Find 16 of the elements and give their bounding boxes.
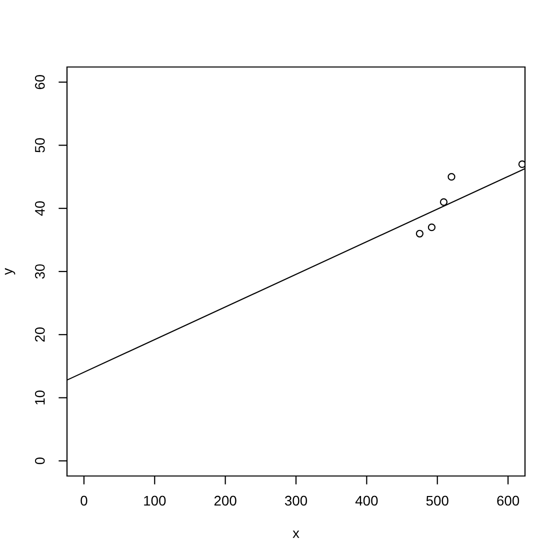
y-tick-label: 0 [34, 458, 45, 464]
y-tick-label: 30 [34, 264, 45, 279]
x-tick-label: 400 [355, 496, 378, 506]
x-axis-title: x [292, 530, 300, 538]
x-tick-label: 200 [214, 496, 236, 506]
x-tick-label: 0 [80, 496, 88, 506]
y-tick-label: 40 [34, 201, 45, 216]
x-tick-label: 300 [284, 496, 308, 506]
x-tick-label: 600 [497, 496, 520, 506]
y-tick-label: 50 [34, 138, 45, 152]
y-tick-label: 10 [34, 390, 45, 404]
x-tick-label: 100 [144, 496, 166, 506]
y-tick-label: 20 [34, 327, 45, 342]
y-tick-label: 60 [34, 74, 45, 90]
y-axis-title: y [4, 268, 16, 275]
x-tick-label: 500 [426, 496, 448, 506]
